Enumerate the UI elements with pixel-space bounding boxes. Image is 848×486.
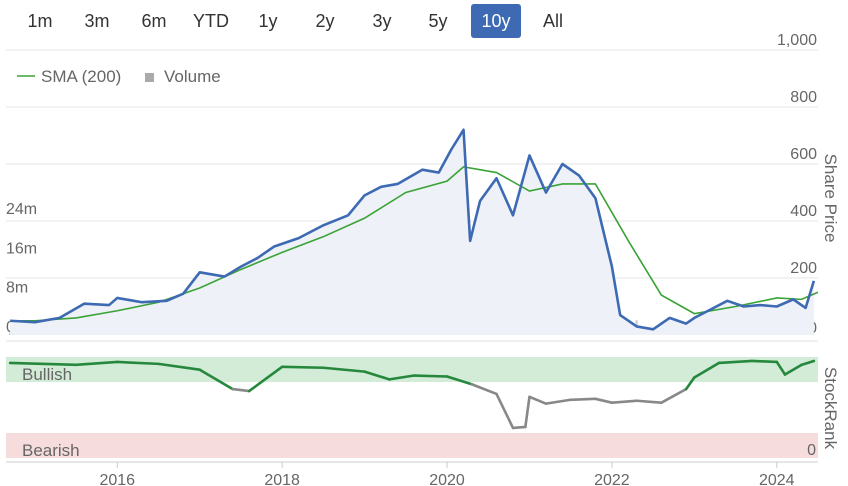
stockrank-segment [247,365,284,393]
range-button-10y[interactable]: 10y [471,4,521,38]
stockrank-segment [569,397,597,402]
stockrank-segment [544,398,572,405]
stockrank-segment [74,360,119,367]
volume-tick-label: 8m [6,280,28,297]
stockrank-segment [8,361,78,367]
stockrank-segment [783,363,803,376]
x-tick-label: 2024 [759,472,795,486]
sma-line [10,165,819,322]
stockrank-segment [231,387,251,393]
volume-tick-label: 16m [6,240,37,257]
volume-tick-label: 24m [6,201,37,218]
price-area [10,129,814,335]
stockrank-segment [495,392,515,430]
range-button-1y[interactable]: 1y [258,11,278,31]
x-tick-label: 2020 [429,472,465,486]
range-button-6m[interactable]: 6m [141,11,167,31]
price-tick-label: 800 [790,89,817,106]
range-button-1m[interactable]: 1m [27,11,53,31]
stockrank-segment [750,359,779,364]
range-button-5y[interactable]: 5y [428,11,448,31]
range-button-2y[interactable]: 2y [315,11,335,31]
price-axis-title: Share Price [821,154,840,243]
range-button-all[interactable]: All [542,11,563,31]
volume-legend-swatch [145,73,154,82]
stockrank-segment [693,361,721,379]
bearish-band [6,433,818,458]
x-tick-label: 2022 [594,472,630,486]
stockrank-segment [800,359,816,367]
price-tick-label: 400 [790,203,817,220]
stockrank-segment [684,376,696,391]
price-line [10,128,816,331]
stockrank-segment [775,360,787,376]
stockrank-segment [280,365,325,370]
stockrank-segment [115,360,160,366]
stockrank-segment [594,397,614,404]
bearish-label: Bearish [22,441,80,460]
x-tick-label: 2016 [99,472,135,486]
bullish-label: Bullish [22,365,72,384]
sma-legend-label: SMA (200) [41,67,121,86]
stockrank-segment [322,366,366,373]
range-button-3y[interactable]: 3y [372,11,392,31]
stockrank-segment [511,425,527,430]
x-tick-label: 2018 [264,472,300,486]
stockrank-segment [363,370,391,381]
stockrank-segment [524,395,531,429]
stockrank-segment [157,362,202,372]
stockrank-segment [635,399,663,404]
price-tick-label: 1,000 [777,32,817,49]
price-tick-label: 600 [790,146,817,163]
range-selector: 1m 3m 6m YTD 1y 2y 3y 5y 10y All [0,4,600,38]
stockrank-segment [412,374,449,378]
stockrank-segment [388,374,416,381]
range-button-ytd[interactable]: YTD [193,11,229,31]
stockrank-axis-title: StockRank [821,367,840,450]
stockrank-segment [470,382,498,396]
stockrank-segment [198,368,235,391]
range-button-3m[interactable]: 3m [84,11,110,31]
price-tick-label: 200 [790,260,817,277]
stockrank-tick-label: 0 [807,442,816,459]
stockrank-segment [717,359,754,365]
stockrank-segment [528,395,548,405]
stockrank-segment [610,399,638,404]
bullish-band [6,357,818,382]
stockrank-segment [445,375,474,386]
stockrank-segment [660,387,688,404]
volume-legend-label: Volume [164,67,221,86]
